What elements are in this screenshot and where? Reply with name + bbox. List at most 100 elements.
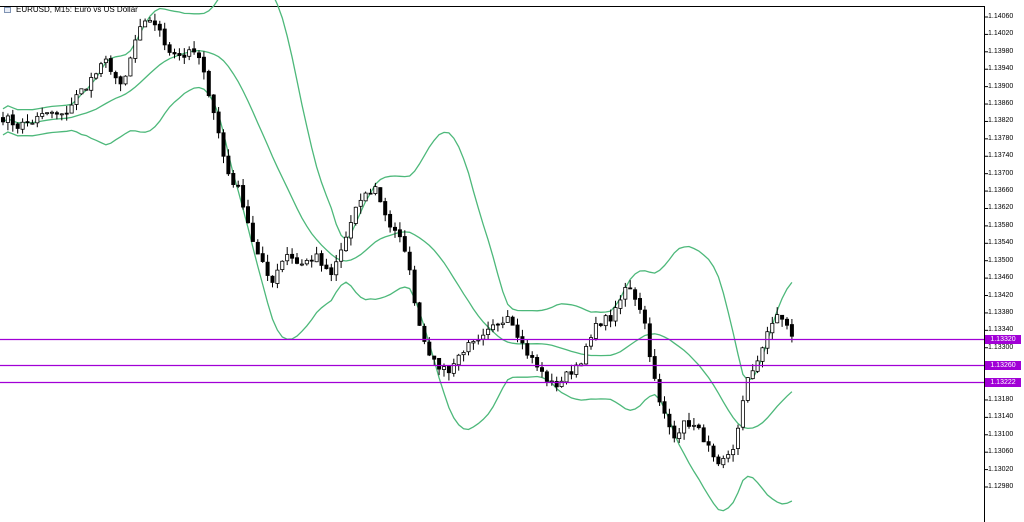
candle [334, 261, 339, 276]
candle [108, 58, 113, 72]
candle [343, 236, 348, 252]
candle [510, 316, 515, 326]
candle [726, 454, 731, 459]
axis-tick-label: 1.13340 [988, 326, 1014, 334]
candle [378, 187, 383, 203]
candle [456, 354, 461, 366]
candle [299, 263, 304, 266]
candle [123, 75, 128, 85]
candle [201, 56, 206, 73]
axis-tick-label: 1.13660 [988, 187, 1014, 195]
candle [593, 323, 598, 339]
candle [760, 347, 765, 362]
candle [397, 229, 402, 238]
axis-tick-label: 1.13820 [988, 117, 1014, 125]
candle [755, 360, 760, 372]
candle [618, 299, 623, 309]
candle [530, 355, 535, 358]
candle [216, 111, 221, 134]
candle [260, 253, 265, 262]
candle [657, 379, 662, 403]
candle [15, 123, 20, 129]
candle [505, 316, 510, 323]
candle [427, 341, 432, 356]
candle [392, 226, 397, 231]
candle [716, 456, 721, 465]
candle [241, 185, 246, 208]
candle [775, 314, 780, 324]
axis-tick-label: 1.12980 [988, 483, 1014, 490]
chart-header: EURUSD, M15: Euro vs US Dollar [4, 5, 138, 14]
candle [589, 337, 594, 347]
candle [280, 260, 285, 270]
candle [157, 23, 162, 31]
candle [736, 427, 741, 449]
candle [687, 420, 692, 427]
axis-tick-label: 1.13540 [988, 239, 1014, 247]
bollinger-upper [2, 0, 793, 382]
candle [348, 222, 353, 239]
bollinger-middle [2, 49, 793, 430]
candle [59, 113, 64, 116]
candle [638, 298, 643, 310]
candle [481, 334, 486, 340]
candle [647, 323, 652, 358]
candle [363, 192, 368, 202]
candle [569, 371, 574, 375]
candle [211, 94, 216, 114]
candle [294, 257, 299, 264]
candle [785, 318, 790, 326]
candle [422, 325, 427, 342]
candle [740, 400, 745, 428]
chart-title: EURUSD, M15: Euro vs US Dollar [16, 5, 138, 14]
candle [94, 73, 99, 79]
candle [231, 172, 236, 185]
candle [672, 425, 677, 439]
axis-tick-label: 1.13460 [988, 274, 1014, 282]
candle [574, 364, 579, 375]
candle [750, 370, 755, 380]
candle [662, 401, 667, 414]
candle [633, 289, 638, 300]
candle [50, 111, 55, 114]
candle [236, 184, 241, 187]
level-price-tag: 1.13320 [985, 335, 1021, 344]
candle [407, 251, 412, 271]
candle [113, 72, 118, 79]
candle [172, 52, 177, 55]
candle [559, 380, 564, 387]
axis-tick-label: 1.13980 [988, 47, 1014, 55]
axis-tick-label: 1.13620 [988, 204, 1014, 212]
candle [304, 259, 309, 265]
candle [667, 413, 672, 428]
candle [515, 324, 520, 338]
candle [245, 206, 250, 224]
axis-tick-label: 1.13180 [988, 395, 1014, 403]
candle [103, 58, 108, 64]
candle [696, 424, 701, 429]
candle [275, 269, 280, 284]
flag-icon [4, 6, 11, 13]
candle [628, 287, 633, 290]
axis-tick-label: 1.13020 [988, 465, 1014, 473]
candle [701, 427, 706, 443]
candle [770, 322, 775, 334]
candle [441, 366, 446, 370]
candle [265, 261, 270, 276]
candle [417, 302, 422, 326]
candle [682, 420, 687, 434]
candle [383, 201, 388, 216]
axis-tick-label: 1.13140 [988, 413, 1014, 421]
candle [10, 114, 15, 126]
candle [388, 213, 393, 228]
candle [192, 48, 197, 53]
candle [451, 363, 456, 374]
candle [25, 121, 30, 124]
candle [290, 253, 295, 259]
candle [471, 341, 476, 344]
candle [642, 309, 647, 324]
candle [309, 259, 314, 262]
candle [745, 377, 750, 401]
